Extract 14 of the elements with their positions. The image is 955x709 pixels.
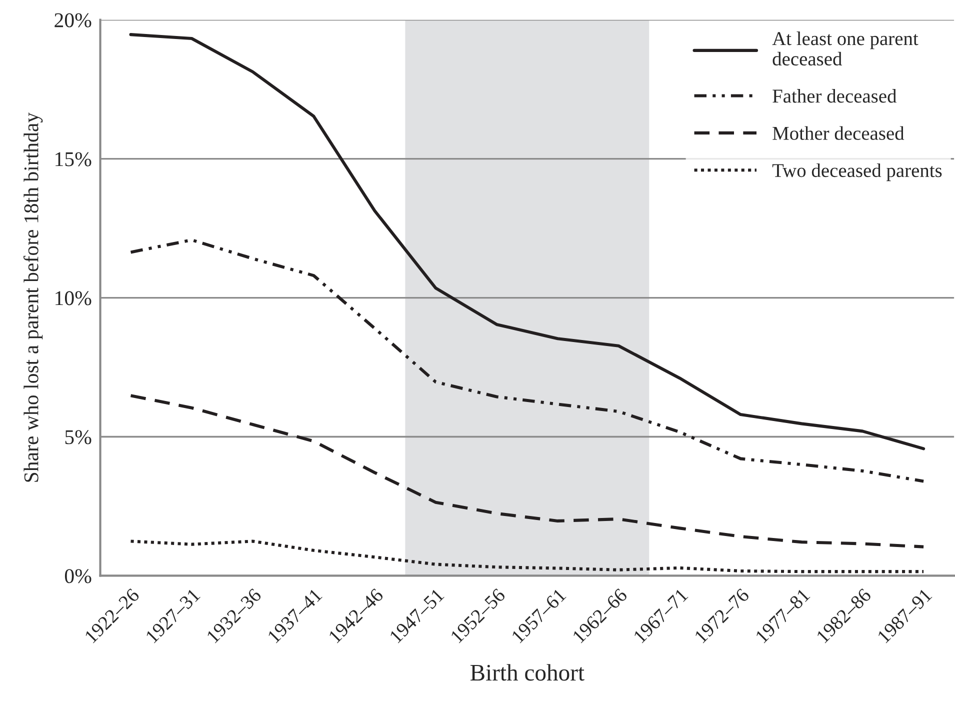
x-axis-title: Birth cohort xyxy=(470,664,584,681)
y-tick-label: 0% xyxy=(64,569,92,584)
legend-label: Two deceased parents xyxy=(772,163,942,182)
line-series xyxy=(129,394,926,548)
legend-label: Father deceased xyxy=(772,89,897,103)
y-axis-title: Share who lost a parent before 18th birthday xyxy=(23,112,43,482)
line-series xyxy=(129,238,926,483)
legend-label: At least one parent deceased xyxy=(772,32,918,66)
y-tick-label: 20% xyxy=(54,13,92,28)
y-tick-label: 5% xyxy=(65,430,92,444)
y-tick-label: 10% xyxy=(56,291,92,306)
y-tick-label: 15% xyxy=(56,152,92,166)
line-series xyxy=(129,540,926,574)
legend-label: Mother deceased xyxy=(772,126,904,140)
